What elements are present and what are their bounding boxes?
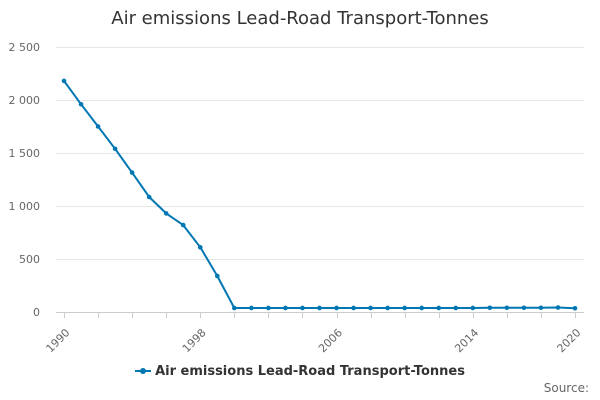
y-tick-label-1500: 1 500 <box>9 147 41 160</box>
data-point-2017 <box>521 305 527 311</box>
x-tick-label-1998: 1998 <box>180 326 209 355</box>
data-point-2003 <box>283 305 288 311</box>
data-point-1993 <box>112 146 118 152</box>
data-point-2001 <box>249 305 254 311</box>
data-point-2009 <box>385 305 390 311</box>
data-point-2010 <box>402 305 407 311</box>
x-axis <box>56 312 584 318</box>
data-point-1998 <box>197 245 203 250</box>
data-point-2005 <box>317 305 322 311</box>
data-point-2007 <box>351 305 356 311</box>
data-point-1999 <box>215 273 220 279</box>
gridlines <box>56 47 584 260</box>
data-point-2013 <box>453 305 459 311</box>
data-point-2018 <box>538 305 544 311</box>
data-point-2000 <box>232 305 237 311</box>
data-point-2015 <box>487 305 493 311</box>
data-point-1997 <box>180 222 186 228</box>
x-axis-tick-labels: 1990 1998 2006 2014 2020 <box>43 326 583 355</box>
y-axis: 0 500 1 000 1 500 2 000 2 500 <box>9 41 41 319</box>
y-tick-label-2000: 2 000 <box>9 94 41 107</box>
data-point-1990 <box>61 78 67 84</box>
data-point-2008 <box>368 305 373 311</box>
series-layer <box>61 78 578 311</box>
x-tick-label-2014: 2014 <box>452 326 481 355</box>
legend-marker <box>135 367 152 374</box>
x-tick-label-2006: 2006 <box>316 326 345 355</box>
legend[interactable]: Air emissions Lead-Road Transport-Tonnes <box>0 364 600 379</box>
data-point-2012 <box>436 305 442 311</box>
data-point-2011 <box>419 305 425 311</box>
y-tick-label-1000: 1 000 <box>9 200 41 213</box>
data-point-1996 <box>163 211 169 216</box>
y-tick-label-0: 0 <box>33 306 40 319</box>
y-tick-label-2500: 2 500 <box>9 41 41 54</box>
series-line-0 <box>63 80 576 310</box>
x-tick-label-2020: 2020 <box>554 326 583 355</box>
data-point-1995 <box>146 194 152 200</box>
data-point-2006 <box>334 305 339 311</box>
legend-label: Air emissions Lead-Road Transport-Tonnes <box>155 364 465 379</box>
data-point-2020 <box>572 305 578 311</box>
data-point-2019 <box>555 305 561 310</box>
data-point-2002 <box>266 305 271 311</box>
data-point-2016 <box>504 305 510 311</box>
data-point-2004 <box>300 305 305 311</box>
data-point-1991 <box>78 101 84 107</box>
source-label: Source: <box>543 381 589 395</box>
data-point-2014 <box>470 305 476 311</box>
data-point-1992 <box>95 124 101 129</box>
data-point-1994 <box>129 170 135 175</box>
chart-title: Air emissions Lead-Road Transport-Tonnes <box>111 8 489 29</box>
x-tick-label-1990: 1990 <box>43 326 72 355</box>
y-tick-label-500: 500 <box>19 253 40 266</box>
